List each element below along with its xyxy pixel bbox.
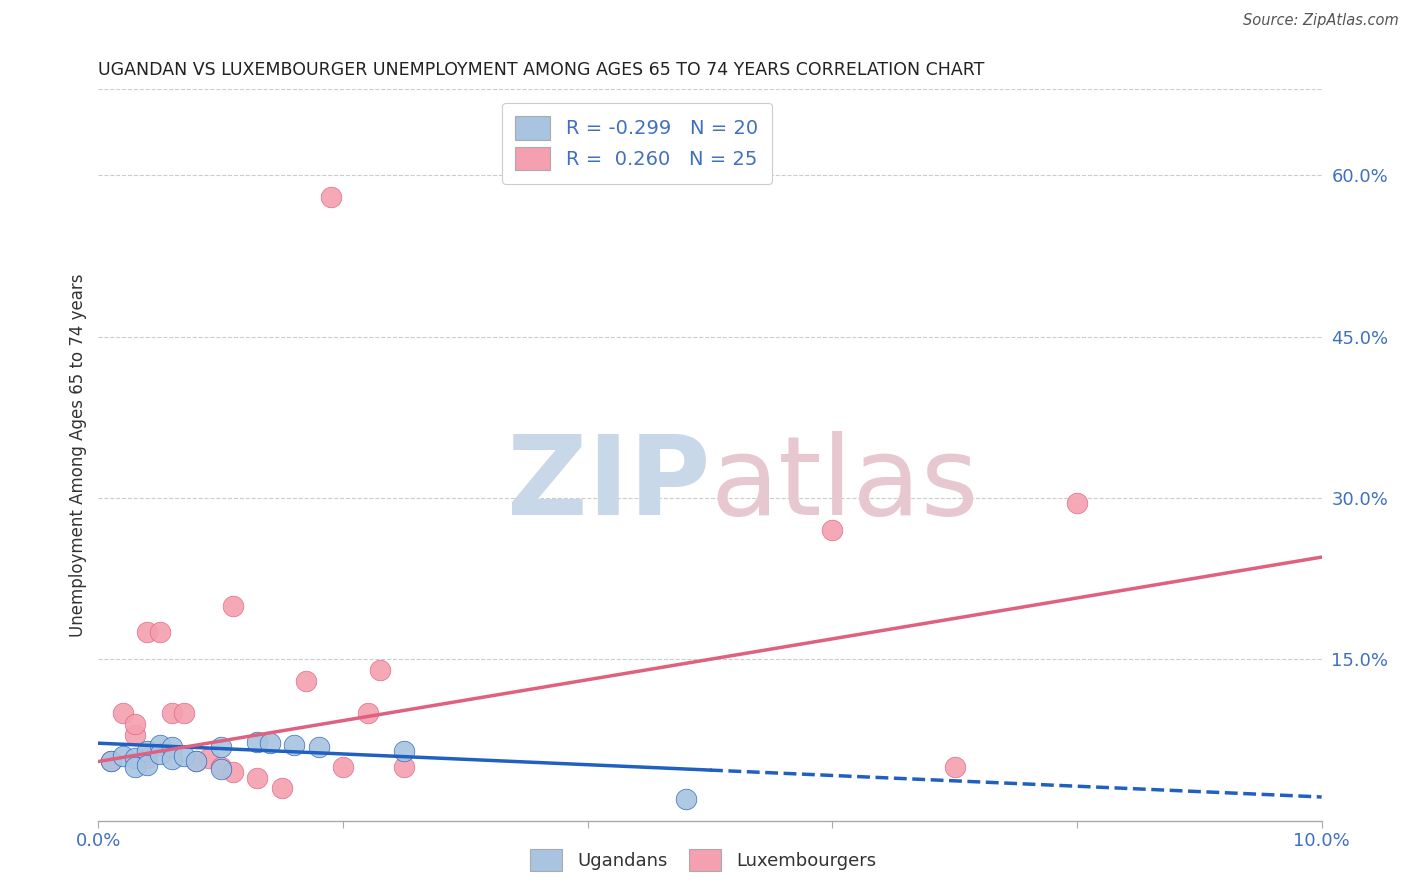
Point (186, 755, 208, 769)
Legend: R = -0.299   N = 20, R =  0.260   N = 25: R = -0.299 N = 20, R = 0.260 N = 25 (502, 103, 772, 184)
Point (222, 599, 245, 613)
Point (392, 760, 416, 774)
Point (186, 755, 208, 769)
Point (246, 771, 269, 785)
Point (209, 740, 232, 755)
Point (100, 755, 122, 769)
Point (308, 740, 330, 755)
Text: ZIP: ZIP (506, 431, 710, 538)
Point (111, 706, 134, 720)
Point (149, 625, 172, 640)
Point (173, 706, 195, 720)
Point (160, 752, 183, 766)
Point (943, 760, 966, 774)
Point (124, 728, 146, 742)
Point (136, 625, 159, 640)
Point (332, 760, 354, 774)
Legend: Ugandans, Luxembourgers: Ugandans, Luxembourgers (523, 842, 883, 879)
Point (100, 755, 122, 769)
Point (392, 744, 416, 758)
Point (209, 762, 232, 776)
Point (675, 792, 697, 806)
Point (295, 673, 318, 688)
Point (283, 739, 305, 753)
Point (136, 744, 159, 758)
Point (246, 735, 269, 749)
Point (124, 760, 146, 774)
Point (136, 757, 159, 772)
Point (160, 706, 183, 720)
Point (1066, 496, 1088, 510)
Point (209, 760, 232, 774)
Point (197, 751, 219, 765)
Text: Source: ZipAtlas.com: Source: ZipAtlas.com (1243, 13, 1399, 29)
Y-axis label: Unemployment Among Ages 65 to 74 years: Unemployment Among Ages 65 to 74 years (69, 273, 87, 637)
Point (270, 781, 292, 796)
Point (319, 190, 342, 204)
Text: UGANDAN VS LUXEMBOURGER UNEMPLOYMENT AMONG AGES 65 TO 74 YEARS CORRELATION CHART: UGANDAN VS LUXEMBOURGER UNEMPLOYMENT AMO… (98, 62, 984, 79)
Point (124, 716, 146, 731)
Point (259, 736, 281, 750)
Point (124, 751, 146, 765)
Point (222, 765, 245, 780)
Point (356, 706, 378, 720)
Text: atlas: atlas (710, 431, 979, 538)
Point (111, 749, 134, 764)
Point (149, 739, 172, 753)
Point (136, 751, 159, 765)
Point (149, 747, 172, 761)
Point (173, 749, 195, 764)
Point (160, 740, 183, 755)
Point (821, 523, 844, 537)
Point (368, 663, 391, 677)
